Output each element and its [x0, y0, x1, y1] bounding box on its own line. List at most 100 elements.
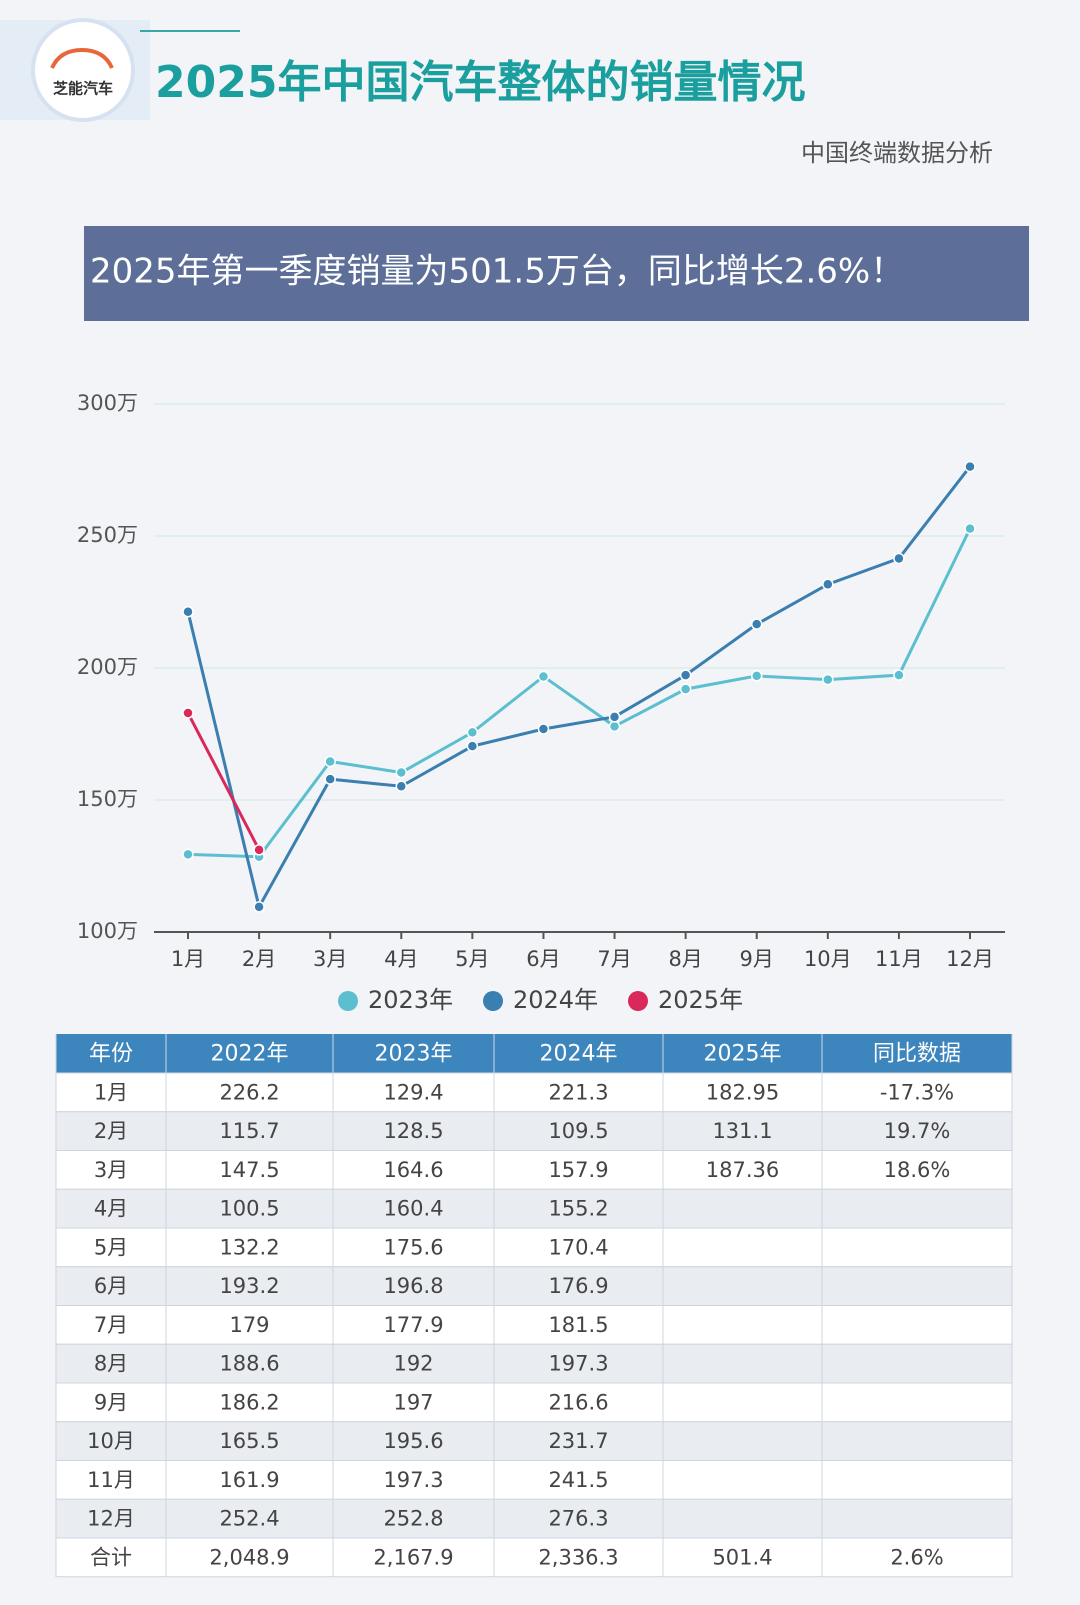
table-cell: 181.5 — [548, 1313, 608, 1337]
legend-label: 2025年 — [658, 986, 743, 1014]
x-tick-label: 9月 — [740, 947, 774, 971]
y-tick-label: 300万 — [77, 391, 138, 415]
table-cell: 2,167.9 — [373, 1545, 453, 1569]
table-cell: 231.7 — [548, 1429, 608, 1453]
table-cell: 2,336.3 — [538, 1545, 618, 1569]
table-cell: 1月 — [94, 1080, 128, 1104]
data-point — [324, 755, 336, 768]
table-row-bg — [55, 1382, 1013, 1423]
table-cell: 132.2 — [219, 1235, 279, 1259]
table-cell: 115.7 — [219, 1119, 279, 1143]
table-cell: 157.9 — [548, 1158, 608, 1182]
table-header-cell: 2022年 — [211, 1042, 289, 1067]
table-cell: 6月 — [94, 1274, 128, 1298]
table-cell: 161.9 — [219, 1468, 279, 1492]
table-row-bg — [55, 1498, 1013, 1539]
table-cell: 501.4 — [712, 1545, 772, 1569]
table-cell: 186.2 — [219, 1390, 279, 1414]
table-cell: 179 — [229, 1313, 269, 1337]
series-line — [186, 712, 261, 851]
y-tick-label: 150万 — [77, 787, 138, 811]
table-cell: 216.6 — [548, 1390, 608, 1414]
table-row-bg — [55, 1188, 1013, 1229]
table-cell: 合计 — [90, 1545, 132, 1569]
data-point — [182, 707, 194, 719]
table-cell: 182.95 — [706, 1080, 779, 1104]
table-cell: 221.3 — [548, 1080, 608, 1104]
table-cell: 2.6% — [890, 1545, 943, 1569]
data-point — [964, 460, 976, 473]
table-cell: -17.3% — [880, 1080, 954, 1104]
data-point — [679, 683, 692, 695]
table-cell: 170.4 — [548, 1235, 608, 1259]
table-row-bg — [55, 1072, 1013, 1113]
table-cell: 10月 — [87, 1429, 135, 1453]
table-cell: 128.5 — [383, 1119, 443, 1143]
table-row-bg — [55, 1150, 1013, 1190]
data-point — [395, 780, 408, 793]
table-cell: 252.8 — [383, 1507, 443, 1531]
logo-circle — [31, 18, 135, 122]
data-point — [537, 670, 550, 683]
table-row-bg — [55, 1266, 1013, 1306]
legend-marker — [338, 991, 358, 1011]
table-cell: 196.8 — [383, 1274, 443, 1298]
table-row-bg — [55, 1111, 1013, 1151]
table-header-cell: 2025年 — [704, 1042, 782, 1067]
logo-text: 芝能汽车 — [53, 80, 113, 98]
table-cell: 164.6 — [383, 1158, 443, 1182]
table-cell: 11月 — [87, 1468, 135, 1492]
table-cell: 155.2 — [548, 1197, 608, 1221]
title: 2025年中国汽车整体的销量情况 — [155, 57, 805, 108]
table-cell: 187.36 — [706, 1158, 779, 1182]
table-cell: 195.6 — [383, 1429, 443, 1453]
legend-marker — [628, 991, 648, 1011]
table-cell: 226.2 — [219, 1080, 279, 1104]
table-cell: 8月 — [94, 1352, 128, 1376]
x-tick-label: 4月 — [384, 947, 418, 971]
banner-text: 2025年第一季度销量为501.5万台，同比增长2.6%！ — [90, 252, 904, 292]
table-cell: 160.4 — [383, 1197, 443, 1221]
data-point — [608, 711, 621, 723]
data-point — [182, 848, 194, 861]
table-cell: 18.6% — [884, 1158, 951, 1182]
table-cell: 3月 — [94, 1158, 128, 1182]
table-cell: 12月 — [87, 1507, 135, 1531]
table-cell: 252.4 — [219, 1507, 279, 1531]
y-tick-label: 200万 — [77, 655, 138, 679]
data-point — [608, 720, 621, 733]
data-point — [466, 740, 479, 752]
x-tick-label: 11月 — [875, 947, 923, 971]
table-header-cell: 年份 — [89, 1042, 133, 1067]
table-header-cell: 2023年 — [375, 1042, 453, 1067]
table-row-bg — [55, 1537, 1013, 1578]
table-cell: 241.5 — [548, 1468, 608, 1492]
x-tick-label: 6月 — [526, 947, 560, 971]
x-tick-label: 3月 — [313, 947, 347, 971]
table-row-bg — [55, 1460, 1013, 1500]
table-row-bg — [55, 1343, 1013, 1384]
subtitle: 中国终端数据分析 — [801, 139, 993, 167]
table-cell: 131.1 — [712, 1119, 772, 1143]
data-point — [750, 618, 763, 630]
table-cell: 109.5 — [548, 1119, 608, 1143]
table-header-bg — [56, 1034, 1012, 1073]
data-point — [324, 773, 336, 785]
y-tick-label: 250万 — [77, 523, 138, 547]
data-point — [253, 901, 265, 913]
table-cell: 165.5 — [219, 1429, 279, 1453]
data-point — [253, 844, 265, 856]
table-cell: 177.9 — [383, 1313, 443, 1337]
data-point — [893, 552, 905, 565]
data-point — [537, 723, 550, 735]
data-point — [822, 673, 834, 686]
table-cell: 100.5 — [219, 1197, 279, 1221]
legend-label: 2024年 — [513, 986, 598, 1014]
series-line — [186, 465, 972, 912]
table-cell: 192 — [393, 1352, 433, 1376]
table-cell: 19.7% — [884, 1119, 951, 1143]
data-point — [822, 578, 834, 591]
table-cell: 188.6 — [219, 1352, 279, 1376]
data-point — [750, 670, 763, 682]
